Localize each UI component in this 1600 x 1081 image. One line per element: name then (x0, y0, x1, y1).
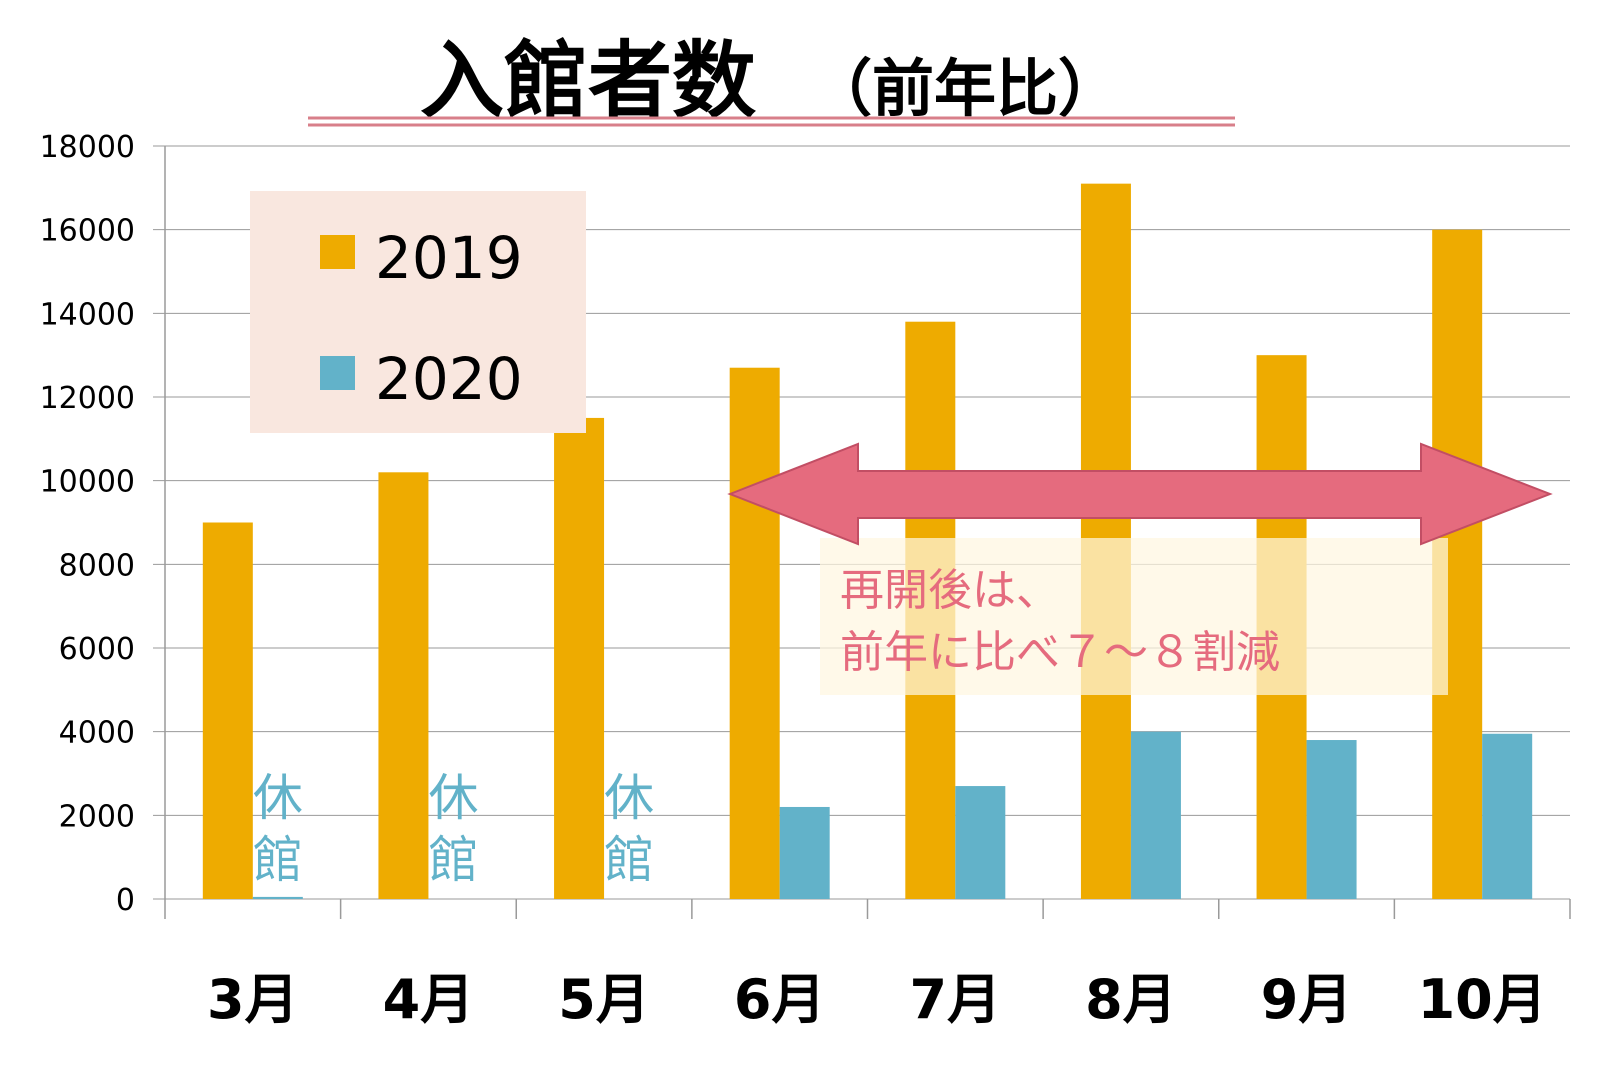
x-tick-label: 5月 (558, 968, 650, 1031)
x-tick-label: 8月 (1085, 968, 1177, 1031)
y-tick-label: 6000 (59, 632, 135, 667)
y-tick-label: 12000 (40, 381, 135, 416)
y-tick-label: 2000 (59, 799, 135, 834)
y-tick-label: 8000 (59, 548, 135, 583)
y-tick-label: 10000 (40, 465, 135, 500)
bar-2020 (252, 896, 303, 899)
annotation-line1: 再開後は、 (840, 565, 1060, 616)
legend-label-2019: 2019 (375, 224, 523, 292)
bar-2020 (1306, 740, 1357, 899)
closed-label: 休館 (604, 769, 654, 889)
bar-2020 (1130, 731, 1181, 899)
x-tick-label: 4月 (383, 968, 475, 1031)
annotation-textbox (820, 538, 1448, 695)
closed-labels: 休館 休館 休館 (253, 769, 654, 889)
x-tick-label: 10月 (1418, 968, 1547, 1031)
x-tick-label: 7月 (910, 968, 1002, 1031)
legend-box (250, 191, 586, 433)
y-tick-label: 4000 (59, 716, 135, 751)
closed-label: 休館 (428, 769, 478, 889)
legend: 2019 2020 (250, 191, 586, 433)
legend-label-2020: 2020 (375, 345, 523, 413)
y-tick-label: 16000 (40, 214, 135, 249)
x-axis: 3月 4月 5月 6月 7月 8月 9月 10月 (207, 899, 1571, 1031)
bar-2020 (955, 786, 1006, 899)
y-tick-label: 14000 (40, 297, 135, 332)
x-tick-label: 6月 (734, 968, 826, 1031)
bar-2019 (202, 522, 253, 899)
y-tick-label: 0 (116, 883, 135, 918)
y-axis: 0 2000 4000 6000 8000 10000 12000 14000 16000 180… (40, 130, 166, 919)
legend-swatch-2019 (320, 235, 355, 269)
chart-subtitle: （前年比） (810, 52, 1120, 125)
chart-title: 入館者数 (420, 32, 756, 130)
bar-2020 (1482, 733, 1533, 899)
annotation-line2: 前年に比べ７～８割減 (840, 627, 1280, 678)
closed-label: 休館 (253, 769, 303, 889)
bar-2020 (779, 806, 830, 899)
legend-swatch-2020 (320, 356, 355, 390)
bar-2019 (554, 417, 605, 899)
x-tick-label: 9月 (1261, 968, 1353, 1031)
double-arrow (727, 442, 1553, 546)
annotation: 再開後は、 前年に比べ７～８割減 (727, 442, 1553, 695)
y-tick-label: 18000 (40, 130, 135, 165)
bar-2019 (378, 472, 429, 899)
bar-2019 (729, 367, 780, 899)
x-tick-label: 3月 (207, 968, 299, 1031)
